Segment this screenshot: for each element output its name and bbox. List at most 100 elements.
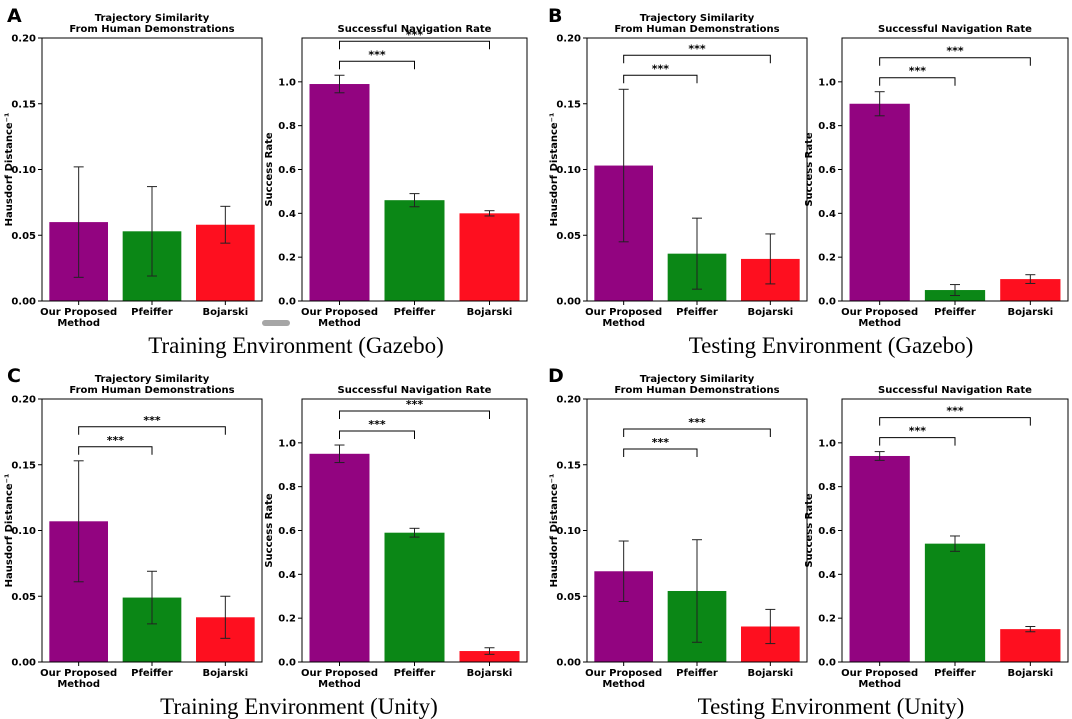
axes-frame bbox=[301, 398, 528, 663]
x-tick-label: Method bbox=[318, 679, 361, 690]
axes-frame bbox=[41, 398, 263, 663]
y-axis-label: Hausdorf Distance⁻¹ bbox=[4, 113, 15, 227]
significance-label: *** bbox=[652, 62, 670, 75]
significance-label: *** bbox=[368, 48, 386, 61]
y-tick-label: 0.2 bbox=[278, 253, 296, 264]
x-tick-label: Bojarski bbox=[203, 668, 249, 679]
y-tick-label: 0.0 bbox=[818, 297, 836, 308]
panel-label-c: C bbox=[7, 365, 21, 387]
chart-title-line: From Human Demonstrations bbox=[69, 24, 234, 35]
panel-title-a: Training Environment (Gazebo) bbox=[148, 333, 444, 358]
y-tick-label: 0.05 bbox=[556, 231, 581, 242]
y-axis-label: Hausdorf Distance⁻¹ bbox=[549, 474, 560, 588]
x-tick-label: Our Proposed bbox=[40, 668, 117, 679]
y-tick-label: 0.05 bbox=[11, 231, 36, 242]
bar bbox=[1000, 629, 1061, 662]
x-tick-label: Bojarski bbox=[467, 668, 513, 679]
y-tick-label: 0.20 bbox=[556, 395, 581, 406]
significance-bracket bbox=[339, 40, 490, 50]
y-tick-label: 0.4 bbox=[278, 209, 296, 220]
x-tick-label: Method bbox=[57, 679, 100, 690]
significance-bracket bbox=[879, 417, 1031, 426]
significance-label: *** bbox=[652, 436, 670, 449]
x-tick-label: Our Proposed bbox=[585, 668, 662, 679]
y-axis-label: Success Rate bbox=[264, 493, 275, 568]
y-tick-label: 0.8 bbox=[278, 121, 296, 132]
bar bbox=[849, 455, 910, 662]
bar bbox=[924, 543, 986, 662]
significance-bracket bbox=[879, 77, 956, 86]
y-tick-label: 0.4 bbox=[818, 570, 836, 581]
x-tick-label: Pfeiffer bbox=[934, 307, 976, 318]
gray-marker bbox=[262, 320, 290, 326]
y-tick-label: 0.15 bbox=[556, 99, 581, 110]
significance-bracket bbox=[339, 410, 490, 420]
y-tick-label: 0.10 bbox=[556, 165, 581, 176]
panel-label-b: B bbox=[548, 5, 562, 27]
significance-label: *** bbox=[368, 418, 386, 431]
bar bbox=[1000, 279, 1061, 301]
x-tick-label: Bojarski bbox=[1008, 307, 1054, 318]
y-tick-label: 0.00 bbox=[556, 658, 581, 669]
chart-title-line: From Human Demonstrations bbox=[614, 24, 779, 35]
y-tick-label: 0.8 bbox=[278, 482, 296, 493]
axes-frame bbox=[841, 398, 1069, 663]
y-tick-label: 0.0 bbox=[818, 658, 836, 669]
chart-title-line: Trajectory Similarity bbox=[95, 13, 210, 24]
y-tick-label: 0.0 bbox=[278, 658, 296, 669]
x-tick-label: Our Proposed bbox=[301, 307, 378, 318]
y-tick-label: 0.6 bbox=[818, 165, 836, 176]
y-tick-label: 0.15 bbox=[11, 460, 36, 471]
bar bbox=[309, 84, 370, 302]
chart-title-line: Successful Navigation Rate bbox=[878, 385, 1032, 396]
y-tick-label: 0.4 bbox=[818, 209, 836, 220]
x-tick-label: Our Proposed bbox=[585, 307, 662, 318]
significance-bracket bbox=[879, 437, 956, 446]
y-tick-label: 0.10 bbox=[556, 526, 581, 537]
bar bbox=[384, 200, 445, 301]
y-tick-label: 0.15 bbox=[556, 460, 581, 471]
chart-title-line: Successful Navigation Rate bbox=[878, 24, 1032, 35]
panel-title-d: Testing Environment (Unity) bbox=[698, 694, 965, 719]
y-tick-label: 0.2 bbox=[278, 614, 296, 625]
x-tick-label: Method bbox=[602, 318, 645, 329]
significance-bracket bbox=[879, 57, 1031, 66]
y-axis-label: Success Rate bbox=[264, 132, 275, 207]
y-tick-label: 0.20 bbox=[556, 34, 581, 45]
x-tick-label: Pfeiffer bbox=[676, 307, 718, 318]
y-tick-label: 0.05 bbox=[11, 592, 36, 603]
x-tick-label: Pfeiffer bbox=[394, 668, 436, 679]
x-tick-label: Bojarski bbox=[203, 307, 249, 318]
x-tick-label: Bojarski bbox=[748, 307, 794, 318]
x-tick-label: Bojarski bbox=[748, 668, 794, 679]
x-tick-label: Our Proposed bbox=[841, 668, 918, 679]
bar bbox=[309, 453, 370, 662]
axes-frame bbox=[586, 398, 808, 663]
x-tick-label: Our Proposed bbox=[841, 307, 918, 318]
x-tick-label: Method bbox=[858, 318, 901, 329]
significance-bracket bbox=[339, 60, 415, 70]
y-tick-label: 0.8 bbox=[818, 482, 836, 493]
y-tick-label: 0.05 bbox=[556, 592, 581, 603]
x-tick-label: Pfeiffer bbox=[394, 307, 436, 318]
y-tick-label: 0.00 bbox=[11, 658, 36, 669]
significance-bracket bbox=[623, 54, 771, 64]
y-tick-label: 0.20 bbox=[11, 34, 36, 45]
significance-bracket bbox=[78, 446, 153, 455]
axes-frame bbox=[586, 37, 808, 302]
x-tick-label: Method bbox=[57, 318, 100, 329]
x-tick-label: Our Proposed bbox=[301, 668, 378, 679]
y-tick-label: 1.0 bbox=[278, 438, 296, 449]
x-tick-label: Pfeiffer bbox=[131, 307, 173, 318]
bar bbox=[384, 532, 445, 662]
y-tick-label: 0.2 bbox=[818, 253, 836, 264]
y-axis-label: Success Rate bbox=[804, 132, 815, 207]
y-tick-label: 0.00 bbox=[556, 297, 581, 308]
y-tick-label: 0.2 bbox=[818, 614, 836, 625]
y-axis-label: Hausdorf Distance⁻¹ bbox=[549, 113, 560, 227]
significance-label: *** bbox=[688, 416, 706, 429]
